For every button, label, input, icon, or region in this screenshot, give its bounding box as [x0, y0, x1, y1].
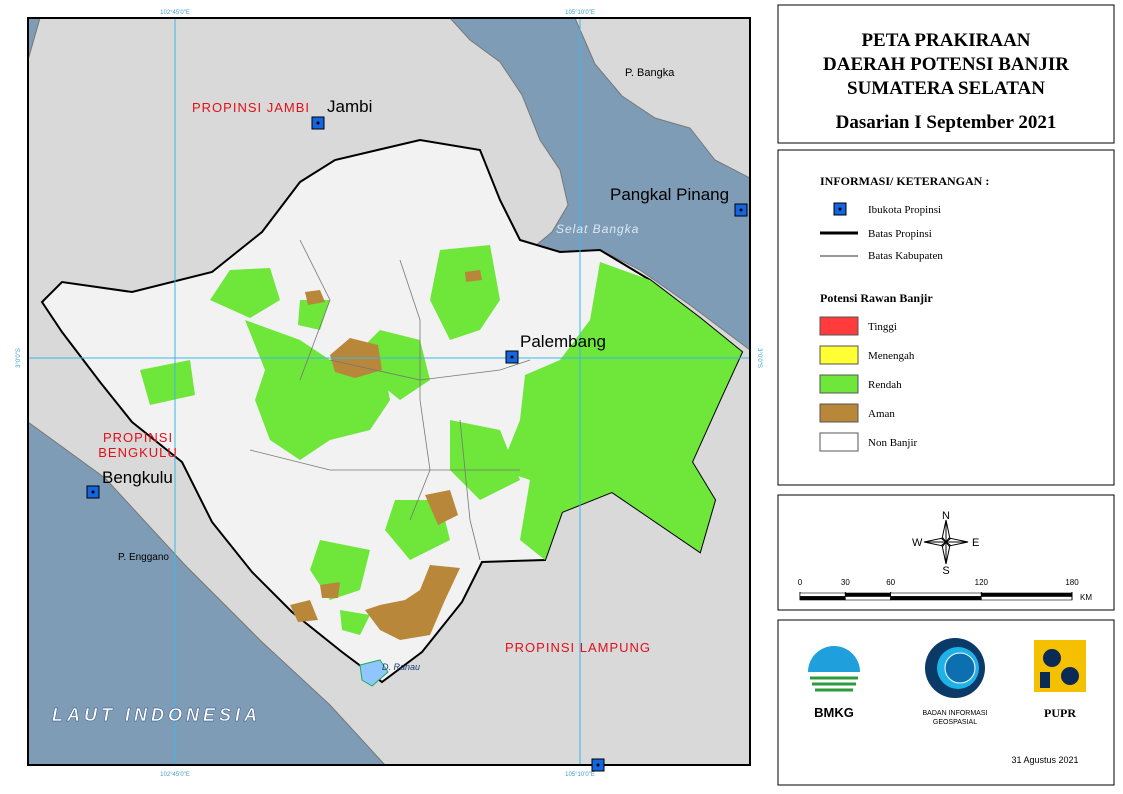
strait-label: Selat Bangka: [556, 222, 639, 236]
scale-segment: [799, 596, 846, 601]
capital-dot: [316, 121, 320, 125]
island-label: P. Enggano: [118, 552, 169, 563]
capital-markers: [86, 116, 748, 772]
scale-unit: KM: [1080, 593, 1092, 602]
city-label: Jambi: [327, 97, 372, 116]
legend-swatch: [819, 432, 859, 452]
scale-segment: [981, 596, 1073, 601]
legend-label: Rendah: [868, 379, 902, 391]
legend-label: Batas Propinsi: [868, 228, 932, 240]
legend-classes: Tinggi Menengah Rendah Aman Non Banjir: [819, 316, 918, 452]
capital-dot: [739, 208, 743, 212]
scale-segment: [890, 592, 982, 597]
title: SUMATERA SELATAN: [847, 78, 1045, 99]
map-frame: [27, 17, 751, 766]
bmkg-logo: [808, 646, 860, 692]
kabupaten-borders: [249, 239, 531, 561]
sumsel-province: [40, 138, 744, 684]
compass-label: S: [942, 565, 949, 577]
scale-segment: [845, 592, 891, 597]
graticule-label: 3°0'0"S: [756, 348, 762, 368]
scale-label: 30: [841, 578, 850, 587]
legend-label: Non Banjir: [868, 437, 918, 449]
capital-dot: [510, 355, 514, 359]
logo-label: BADAN INFORMASI: [923, 710, 988, 717]
title: PETA PRAKIRAAN: [861, 30, 1030, 51]
scale-label: 0: [798, 578, 803, 587]
date: 31 Agustus 2021: [1011, 755, 1078, 765]
subtitle: Dasarian I September 2021: [836, 112, 1057, 133]
big-logo: [925, 638, 985, 698]
legend-label: Ibukota Propinsi: [868, 204, 941, 216]
map: [28, 18, 750, 765]
scale-label: 180: [1065, 578, 1079, 587]
compass-rose: [923, 519, 969, 565]
lake-ranau: [359, 659, 389, 687]
scale-segment: [799, 592, 846, 597]
scale-label: 60: [886, 578, 895, 587]
scale-segment: [845, 596, 891, 601]
graticule-label: 105°10'0"E: [565, 772, 595, 778]
legend-heading: INFORMASI/ KETERANGAN :: [820, 174, 989, 188]
pupr-logo: [1034, 640, 1086, 692]
capital-symbol-dot: [838, 207, 842, 211]
city-label: Palembang: [520, 332, 606, 351]
bangka-island: [574, 18, 750, 179]
title-panel: [777, 4, 1115, 144]
province-label: PROPINSI LAMPUNG: [505, 640, 651, 655]
city-label: Pangkal Pinang: [610, 185, 729, 204]
logo-label: BMKG: [814, 705, 854, 720]
legend-heading: Potensi Rawan Banjir: [820, 291, 933, 305]
compass-label: E: [972, 537, 979, 549]
legend-label: Menengah: [868, 350, 915, 362]
legend-swatch: [819, 403, 859, 423]
legend-label: Batas Kabupaten: [868, 250, 943, 262]
legend-label: Aman: [868, 408, 895, 420]
compass-label: W: [912, 537, 923, 549]
legend-swatch: [819, 374, 859, 394]
legend-swatch: [819, 316, 859, 336]
province-label: PROPINSI JAMBI: [192, 100, 310, 115]
scale-label: 120: [975, 578, 989, 587]
graticule-label: 105°10'0"E: [565, 10, 595, 16]
graticule: [28, 18, 750, 765]
capital-dot: [596, 763, 600, 767]
scale-segment: [890, 596, 982, 601]
title: DAERAH POTENSI BANJIR: [823, 54, 1069, 75]
legend-swatch: [819, 345, 859, 365]
sea-label: LAUT INDONESIA: [52, 705, 261, 725]
city-label: Bengkulu: [102, 468, 173, 487]
graticule-label: 102°45'0"E: [160, 10, 190, 16]
compass-label: N: [942, 510, 950, 522]
lake-label: D. Ranau: [382, 662, 420, 672]
capital-dot: [91, 490, 95, 494]
province-label: PROPINSI: [103, 430, 173, 445]
scale-segment: [981, 592, 1073, 597]
rendah-areas: [140, 245, 742, 635]
logo-label: GEOSPASIAL: [933, 719, 977, 726]
logo-label: PUPR: [1044, 706, 1076, 720]
province-label: BENGKULU: [98, 445, 178, 460]
graticule-label: 102°45'0"E: [160, 772, 190, 778]
legend-label: Tinggi: [868, 321, 897, 333]
island-label: P. Bangka: [625, 67, 675, 79]
graticule-label: 3°0'0"S: [16, 348, 22, 368]
